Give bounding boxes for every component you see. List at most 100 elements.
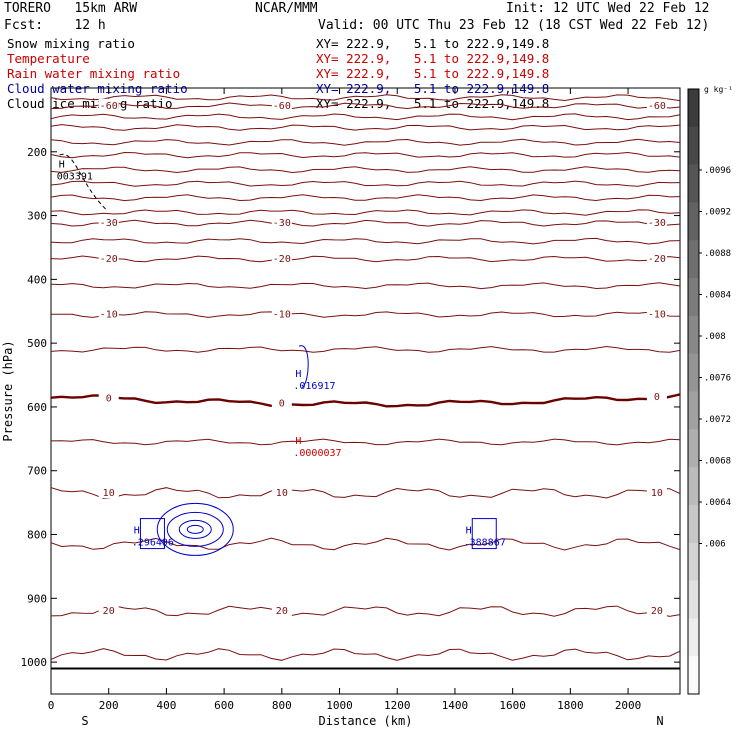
isotherm-label-bg <box>271 98 292 111</box>
y-tick-label: 200 <box>27 146 47 159</box>
colorbar-tick-label: .008 <box>704 332 726 342</box>
isotherm-line <box>51 487 680 499</box>
isotherm-line <box>51 166 680 174</box>
cloud-water-contour-ring <box>186 524 204 534</box>
isotherm-line <box>51 194 680 202</box>
snow-contour <box>59 153 107 210</box>
isotherm-line <box>51 209 680 216</box>
header-model: TORERO 15km ARW <box>4 1 138 16</box>
maximum-value: .388867 <box>464 537 506 548</box>
isotherm-label: -10 <box>273 309 291 320</box>
isotherm-label: -20 <box>273 254 291 265</box>
x-tick-label: 1400 <box>442 699 469 712</box>
maximum-marker: H <box>295 436 301 447</box>
colorbar-tick-label: .0088 <box>704 249 731 259</box>
y-tick-label: 400 <box>27 273 47 286</box>
isotherm-line <box>51 151 680 159</box>
isotherm-label-bg <box>98 486 119 499</box>
plot-frame <box>50 87 681 695</box>
colorbar-cell <box>688 315 699 355</box>
x-tick-label: 1800 <box>557 699 584 712</box>
direction-north: N <box>656 714 663 728</box>
colorbar-tick-label: .0096 <box>704 166 731 176</box>
isotherm-label-bg <box>271 251 292 264</box>
colorbar-cell <box>688 164 699 203</box>
colorbar-cell <box>688 240 699 279</box>
y-tick-label: 1000 <box>21 656 48 669</box>
cloud-water-contour-ring <box>156 502 234 556</box>
isotherm-label-bg <box>98 307 119 320</box>
isotherm-label-bg <box>271 307 292 320</box>
isotherm-label: -30 <box>273 218 291 229</box>
maximum-value: .0000037 <box>293 448 341 459</box>
isotherm-label: 10 <box>651 488 663 499</box>
isotherm-line <box>51 537 680 551</box>
isotherm-label-bg <box>271 604 292 617</box>
isotherm-label-bg <box>646 486 667 499</box>
maximum-value: .296496 <box>132 537 174 548</box>
colorbar-cell <box>688 618 699 657</box>
isotherm-label-bg <box>646 390 667 403</box>
maximum-marker: H <box>295 369 301 380</box>
isotherm-label-bg <box>271 486 292 499</box>
isotherm-label: 20 <box>276 606 288 617</box>
isotherm-label-bg <box>98 604 119 617</box>
isotherm-label: 10 <box>103 488 115 499</box>
maximum-value: 003391 <box>57 172 93 183</box>
isotherm-line <box>51 180 680 187</box>
isotherm-label-bg <box>646 216 667 229</box>
field-xy-snow: XY= 222.9, 5.1 to 222.9,149.8 <box>316 36 550 51</box>
header-center: NCAR/MMM <box>255 1 318 16</box>
colorbar-tick-label: .0064 <box>704 498 731 508</box>
isotherm-label: -30 <box>648 218 666 229</box>
isotherm-label: -10 <box>100 309 118 320</box>
x-tick-label: 0 <box>48 699 55 712</box>
cloud-water-contour-ring <box>178 519 212 539</box>
isotherm-label-bg <box>646 251 667 264</box>
isotherm-label: -20 <box>100 254 118 265</box>
isotherm-line <box>51 138 680 146</box>
isotherm-label: -20 <box>648 254 666 265</box>
colorbar-cell <box>688 542 699 582</box>
colorbar-tick-label: .0068 <box>704 457 731 467</box>
isotherm-line <box>51 113 680 121</box>
colorbar-cell <box>688 353 699 392</box>
colorbar-tick-label: .0092 <box>704 208 731 218</box>
colorbar-cell <box>688 202 699 241</box>
x-axis-label: Distance (km) <box>319 714 413 728</box>
isotherm-label-bg <box>98 216 119 229</box>
isotherm-group: -60 -60 -60 -30 -30 -30 -20 -20 -20 -10 -10 -10 0 0 0 1… <box>51 94 680 661</box>
maximum-marker: H <box>59 160 65 171</box>
isotherm-line <box>51 102 680 110</box>
y-tick-label: 800 <box>27 529 47 542</box>
colorbar-cell <box>688 278 699 317</box>
colorbar-tick-label: .006 <box>704 540 726 550</box>
cloud-water-contour-ring <box>166 511 224 547</box>
colorbar-cell <box>688 391 699 430</box>
isotherm-line <box>51 255 680 263</box>
isotherm-label-bg <box>646 604 667 617</box>
isotherm-label-bg <box>98 98 119 111</box>
header-valid: Valid: 00 UTC Thu 23 Feb 12 (18 CST Wed … <box>318 18 710 33</box>
colorbar-cell <box>688 467 699 506</box>
colorbar-cell <box>688 89 699 128</box>
isotherm-label: -60 <box>100 101 118 112</box>
field-label-snow: Snow mixing ratio <box>7 36 135 51</box>
x-tick-label: 1200 <box>384 699 411 712</box>
colorbar-frame <box>687 88 700 695</box>
y-axis-label: Pressure (hPa) <box>1 340 15 441</box>
isotherm-line <box>51 438 680 446</box>
colorbar-cell <box>688 656 699 695</box>
colorbar-cell <box>688 126 699 166</box>
colorbar-unit: g kg⁻¹ <box>704 85 733 94</box>
colorbar-cell <box>688 580 699 619</box>
isotherm-label: -60 <box>273 101 291 112</box>
colorbar-tick-label: .0072 <box>704 415 731 425</box>
x-tick-label: 1000 <box>326 699 353 712</box>
isotherm-label-bg <box>271 396 292 409</box>
y-tick-label: 300 <box>27 210 47 223</box>
isotherm-label: 0 <box>654 392 660 403</box>
isotherm-line <box>51 94 680 102</box>
